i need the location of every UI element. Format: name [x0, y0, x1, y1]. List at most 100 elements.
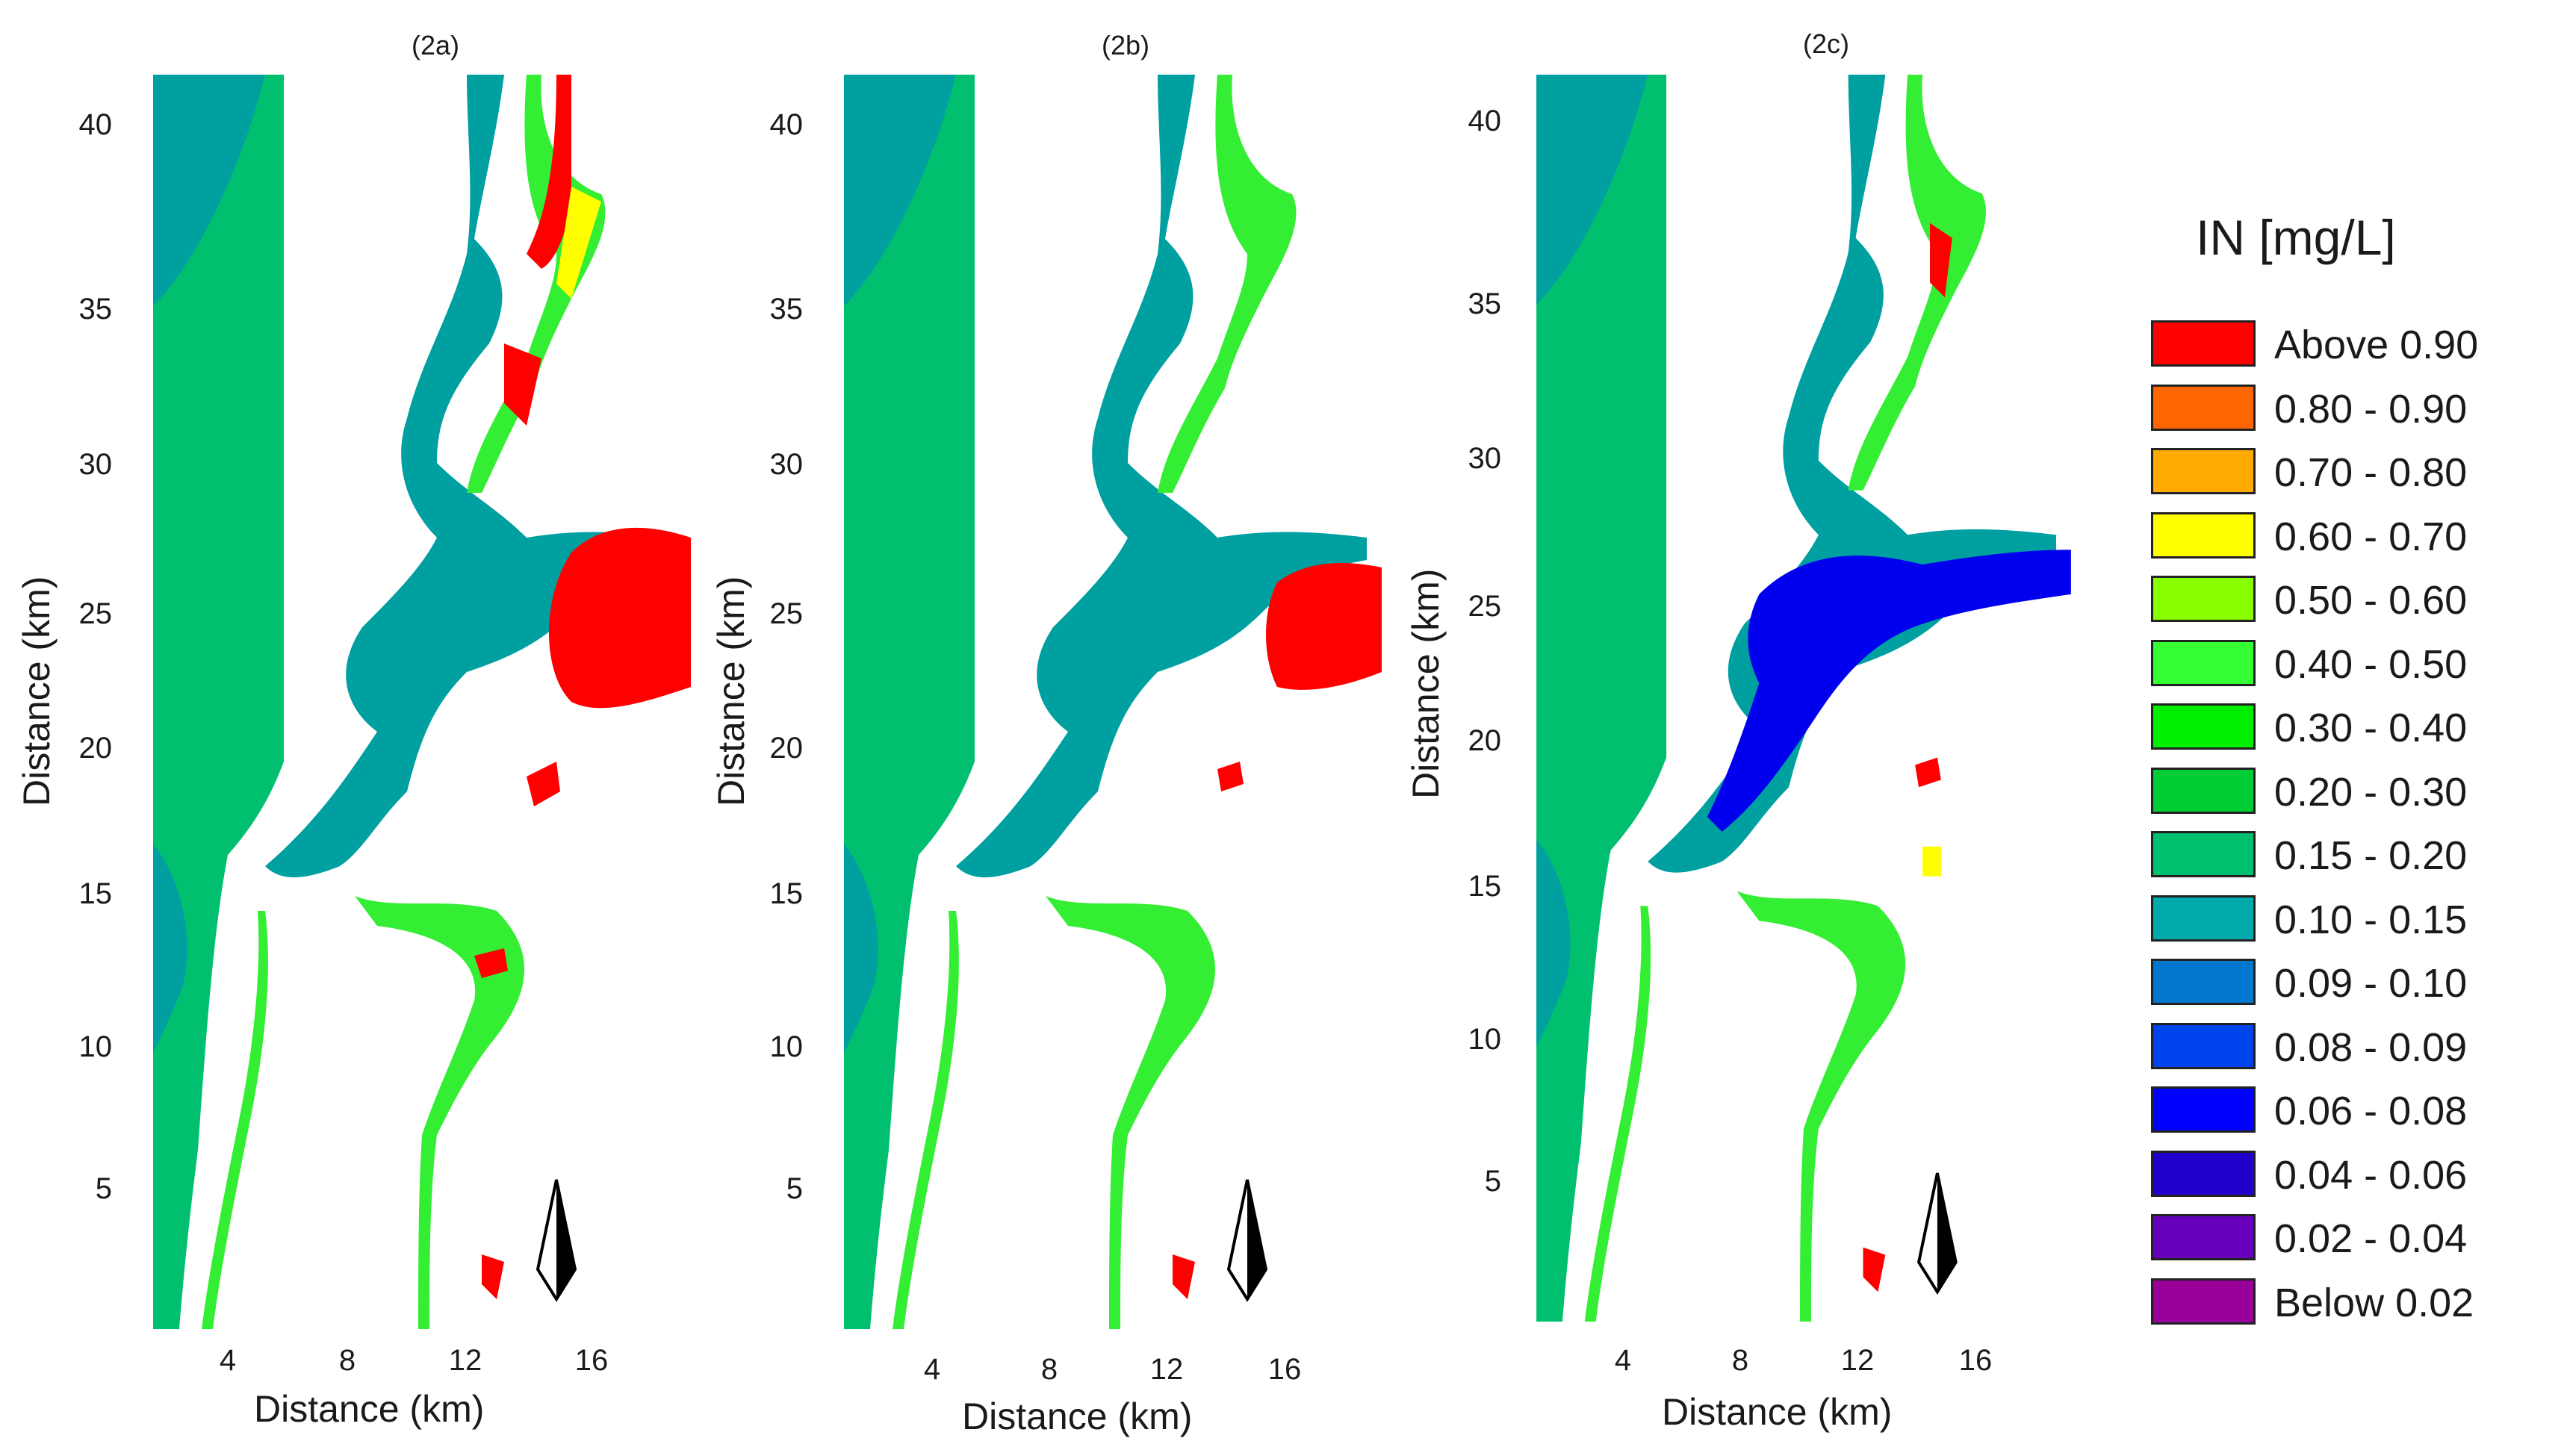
- x-tick-label: 4: [219, 1344, 237, 1377]
- y-tick-label: 25: [78, 597, 113, 630]
- legend-label: 0.80 - 0.90: [2274, 386, 2468, 432]
- x-tick-label: 4: [923, 1353, 941, 1386]
- legend-swatch: [2151, 1278, 2256, 1325]
- x-tick-label: 8: [338, 1344, 356, 1377]
- hotspot: [1915, 757, 1941, 788]
- legend-item: 0.15 - 0.20: [2136, 828, 2554, 880]
- hotspot: [1929, 223, 1952, 298]
- legend-label: 0.20 - 0.30: [2274, 769, 2468, 815]
- legend-swatch: [2151, 511, 2256, 559]
- y-tick-label: 40: [1468, 105, 1502, 137]
- legend-item: 0.04 - 0.06: [2136, 1148, 2554, 1200]
- legend-label: 0.08 - 0.09: [2274, 1024, 2468, 1070]
- legend-item: 0.10 - 0.15: [2136, 892, 2554, 945]
- legend-label: 0.15 - 0.20: [2274, 833, 2468, 878]
- river-main: [355, 896, 525, 1329]
- y-tick-label: 10: [78, 1030, 113, 1063]
- x-tick-label: 16: [1958, 1344, 1993, 1377]
- river-west: [202, 911, 268, 1329]
- legend-item: Above 0.90: [2136, 317, 2554, 370]
- legend-swatch: [2151, 895, 2256, 942]
- panel-2a: (2a) Distance (km) 40 35 30 25 20 15 10 …: [0, 0, 702, 1456]
- legend-label: 0.10 - 0.15: [2274, 897, 2468, 942]
- hotspot: [1217, 762, 1244, 791]
- legend-item: 0.80 - 0.90: [2136, 382, 2554, 434]
- legend-item: 0.50 - 0.60: [2136, 573, 2554, 625]
- y-tick-label: 30: [78, 448, 113, 481]
- legend-label: Below 0.02: [2274, 1280, 2474, 1325]
- x-axis-label: Distance (km): [254, 1388, 485, 1430]
- hotspot: [482, 1254, 504, 1299]
- legend-item: 0.40 - 0.50: [2136, 637, 2554, 689]
- y-tick-label: 35: [1468, 287, 1502, 320]
- x-tick-label: 16: [574, 1344, 609, 1377]
- delta-channels: [265, 75, 676, 877]
- hotspot: [527, 762, 560, 806]
- y-tick-label: 35: [769, 293, 804, 326]
- ocean-area: [153, 75, 284, 1329]
- panel-2b: (2b) Distance (km) 40 35 30 25 20 15 10 …: [695, 0, 1397, 1456]
- y-tick-label: 5: [786, 1172, 803, 1205]
- y-tick-label: 15: [78, 877, 113, 910]
- legend-label: 0.04 - 0.06: [2274, 1152, 2468, 1198]
- y-tick-label: 40: [769, 108, 804, 141]
- legend-item: 0.20 - 0.30: [2136, 765, 2554, 817]
- x-tick-label: 12: [448, 1344, 482, 1377]
- hotspot: [504, 343, 541, 426]
- river-north: [1848, 75, 1986, 491]
- legend-swatch: [2151, 384, 2256, 431]
- y-tick-label: 25: [1468, 590, 1502, 623]
- panel-title: (2c): [1803, 28, 1849, 59]
- x-tick-label: 16: [1267, 1353, 1302, 1386]
- hotspot: [527, 75, 571, 269]
- legend-title: IN [mg/L]: [2196, 210, 2396, 265]
- legend-swatch: [2151, 1214, 2256, 1260]
- y-tick-label: 20: [769, 732, 804, 765]
- y-tick-label: 25: [769, 597, 804, 630]
- delta-channels: [956, 75, 1367, 877]
- warm-patch: [1922, 846, 1941, 877]
- x-tick-label: 8: [1040, 1353, 1058, 1386]
- legend-swatch: [2151, 639, 2256, 686]
- map-2a: [153, 75, 691, 1329]
- y-tick-label: 15: [1468, 870, 1502, 903]
- legend-label: Above 0.90: [2274, 323, 2479, 367]
- y-tick-label: 5: [95, 1172, 112, 1205]
- legend-swatch: [2151, 320, 2256, 367]
- offshore-area: [153, 844, 187, 1053]
- legend-item: Below 0.02: [2136, 1275, 2554, 1328]
- y-tick-label: 15: [769, 877, 804, 910]
- ocean-area: [844, 75, 975, 1329]
- legend-label: 0.02 - 0.04: [2274, 1216, 2468, 1261]
- river-north: [1158, 75, 1297, 493]
- hotspot: [1863, 1247, 1886, 1292]
- river-main: [1736, 891, 1906, 1322]
- panel-title: (2a): [411, 30, 460, 60]
- x-tick-label: 12: [1149, 1353, 1184, 1386]
- legend-swatch: [2151, 448, 2256, 494]
- legend-swatch: [2151, 1150, 2256, 1197]
- y-tick-label: 30: [1468, 442, 1502, 475]
- legend-label: 0.70 - 0.80: [2274, 450, 2468, 495]
- legend-label: 0.30 - 0.40: [2274, 706, 2468, 750]
- delta-channels: [1648, 75, 2056, 873]
- y-tick-label: 5: [1484, 1165, 1501, 1198]
- legend-item: 0.09 - 0.10: [2136, 956, 2554, 1008]
- hotspot: [1173, 1254, 1195, 1299]
- x-axis-label: Distance (km): [1662, 1391, 1893, 1433]
- offshore-area: [844, 844, 878, 1053]
- legend-item: 0.08 - 0.09: [2136, 1020, 2554, 1072]
- legend-item: 0.30 - 0.40: [2136, 700, 2554, 753]
- hotspot: [1266, 563, 1382, 690]
- legend-label: 0.50 - 0.60: [2274, 578, 2468, 623]
- legend-swatch: [2151, 1086, 2256, 1133]
- legend-label: 0.40 - 0.50: [2274, 641, 2468, 687]
- legend-item: 0.70 - 0.80: [2136, 445, 2554, 497]
- legend-swatch: [2151, 959, 2256, 1005]
- x-tick-label: 8: [1731, 1344, 1749, 1377]
- y-tick-label: 40: [78, 108, 113, 141]
- legend-swatch: [2151, 1022, 2256, 1069]
- x-tick-label: 4: [1614, 1344, 1632, 1377]
- legend-item: 0.06 - 0.08: [2136, 1083, 2554, 1136]
- hotspot: [474, 948, 508, 978]
